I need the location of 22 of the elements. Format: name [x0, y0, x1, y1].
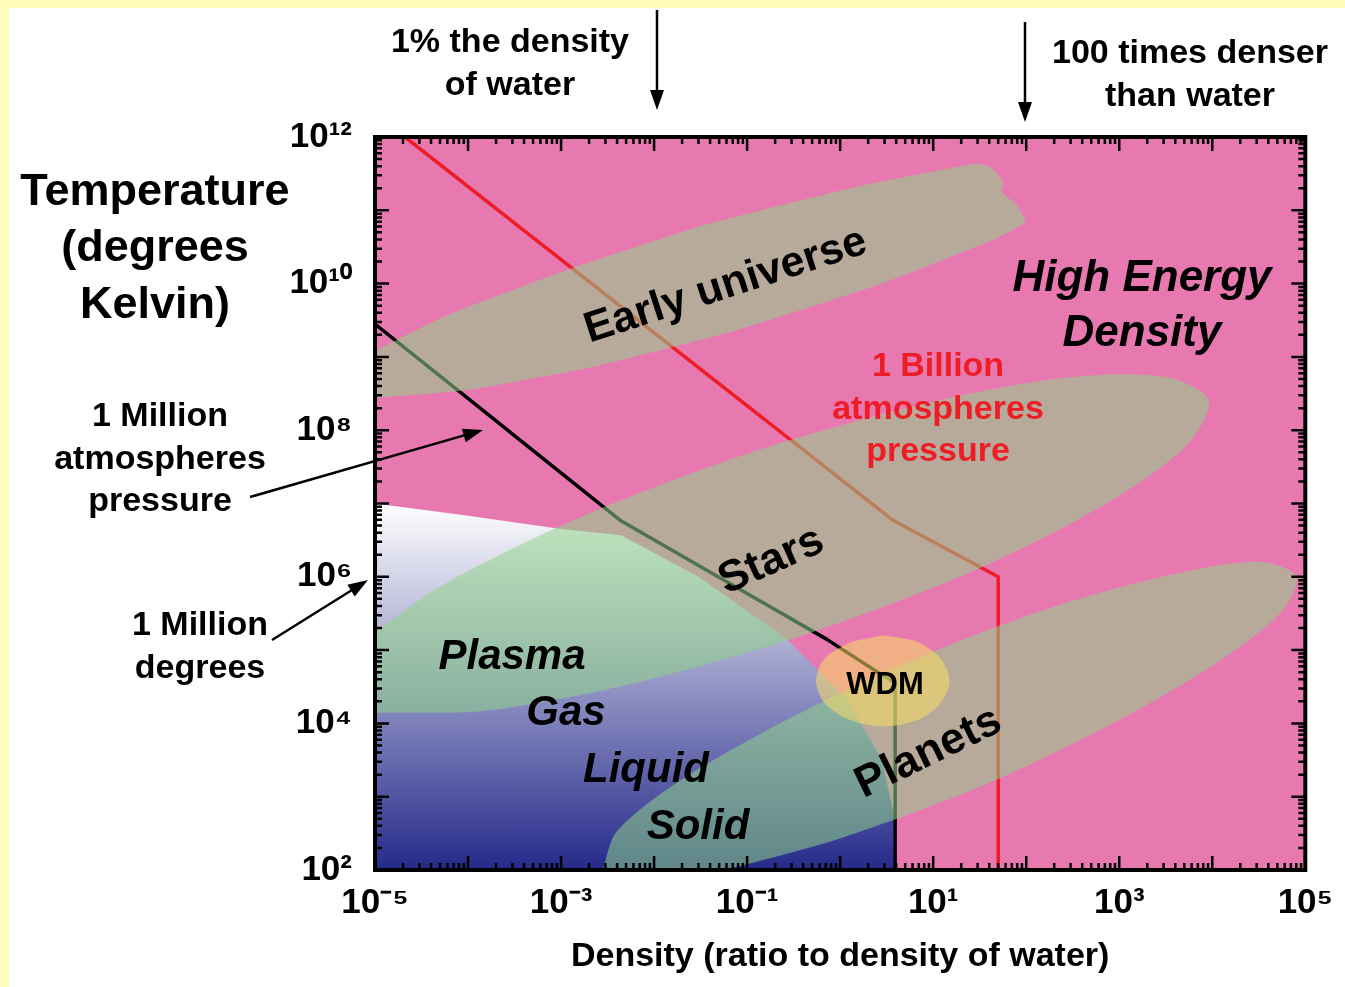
y-axis-title: Temperature (degrees Kelvin)	[20, 162, 290, 330]
y-tick-label: 10¹⁰	[289, 261, 353, 301]
y-tick-label: 10⁴	[295, 701, 352, 741]
annotation: Gas	[526, 685, 606, 736]
text: 1 Million atmospheres pressure	[54, 394, 266, 521]
text: 100 times denser than water	[1052, 30, 1328, 114]
y-tick-label: 10¹²	[289, 114, 352, 154]
annotation: Stars	[708, 512, 832, 605]
text: 1 Million degrees	[132, 602, 268, 687]
annotation: Solid	[646, 799, 750, 850]
x-tick-label: 10⁵	[1277, 880, 1333, 920]
x-tick-label: 10³	[1093, 880, 1145, 920]
y-tick-label: 10⁸	[296, 407, 352, 447]
annotation: WDM	[846, 664, 924, 703]
x-tick-label: 10⁻³	[529, 880, 593, 920]
y-tick-label: 10⁶	[296, 554, 352, 594]
annotation: Plasma	[438, 629, 586, 680]
x-tick-label: 10¹	[907, 880, 959, 920]
x-tick-label: 10⁻¹	[715, 880, 779, 920]
x-axis-title: Density (ratio to density of water)	[570, 934, 1110, 973]
text: 1% the density of water	[390, 19, 630, 103]
annotation: Liquid	[583, 742, 709, 793]
